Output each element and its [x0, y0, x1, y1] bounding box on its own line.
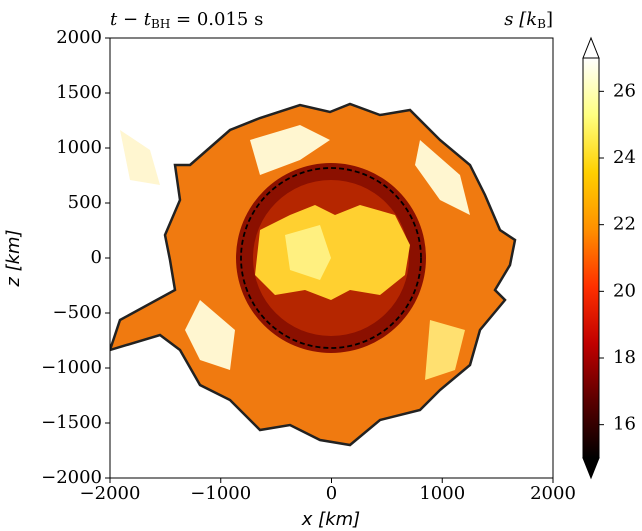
bright-patch: [415, 140, 470, 215]
bright-patch: [120, 130, 160, 185]
colorbar-tick-label: 26: [613, 80, 636, 101]
y-axis-label: z [km]: [3, 229, 24, 287]
colorbar-extend-bottom: [582, 457, 600, 480]
y-tick-label: −500: [53, 302, 102, 323]
title-left: t − tBH = 0.015 s: [110, 9, 263, 31]
colorbar-extend-top: [582, 36, 600, 59]
core-bright: [285, 225, 331, 280]
x-tick-label: −2000: [80, 483, 141, 504]
x-tick-label: 1000: [419, 483, 465, 504]
y-tick-label: −1000: [41, 357, 102, 378]
x-tick-label: −1000: [190, 483, 251, 504]
y-tick-label: 1000: [56, 137, 102, 158]
shock-contour: [240, 167, 422, 349]
x-axis-label: x [km]: [301, 509, 360, 530]
x-tick-label: 0: [326, 483, 337, 504]
bright-patch: [425, 320, 465, 380]
colorbar-frame: [582, 57, 600, 459]
core: [255, 205, 410, 300]
colorbar-tick-label: 24: [613, 147, 636, 168]
colorbar: [583, 58, 599, 458]
colorbar-tick-label: 18: [613, 347, 636, 368]
y-tick-label: 500: [68, 192, 102, 213]
colorbar-tick-label: 16: [613, 414, 636, 435]
x-tick-label: 2000: [530, 483, 576, 504]
y-tick-label: 0: [91, 247, 102, 268]
bright-patch: [185, 300, 235, 370]
y-tick-label: −2000: [41, 467, 102, 488]
colorbar-tick-label: 20: [613, 280, 636, 301]
bright-patch: [250, 125, 330, 175]
y-tick-label: −1500: [41, 412, 102, 433]
field-image: [110, 102, 517, 447]
title-right: s [kB]: [504, 9, 553, 31]
y-tick-label: 2000: [56, 27, 102, 48]
y-tick-label: 1500: [56, 82, 102, 103]
colorbar-tick-label: 22: [613, 214, 636, 235]
